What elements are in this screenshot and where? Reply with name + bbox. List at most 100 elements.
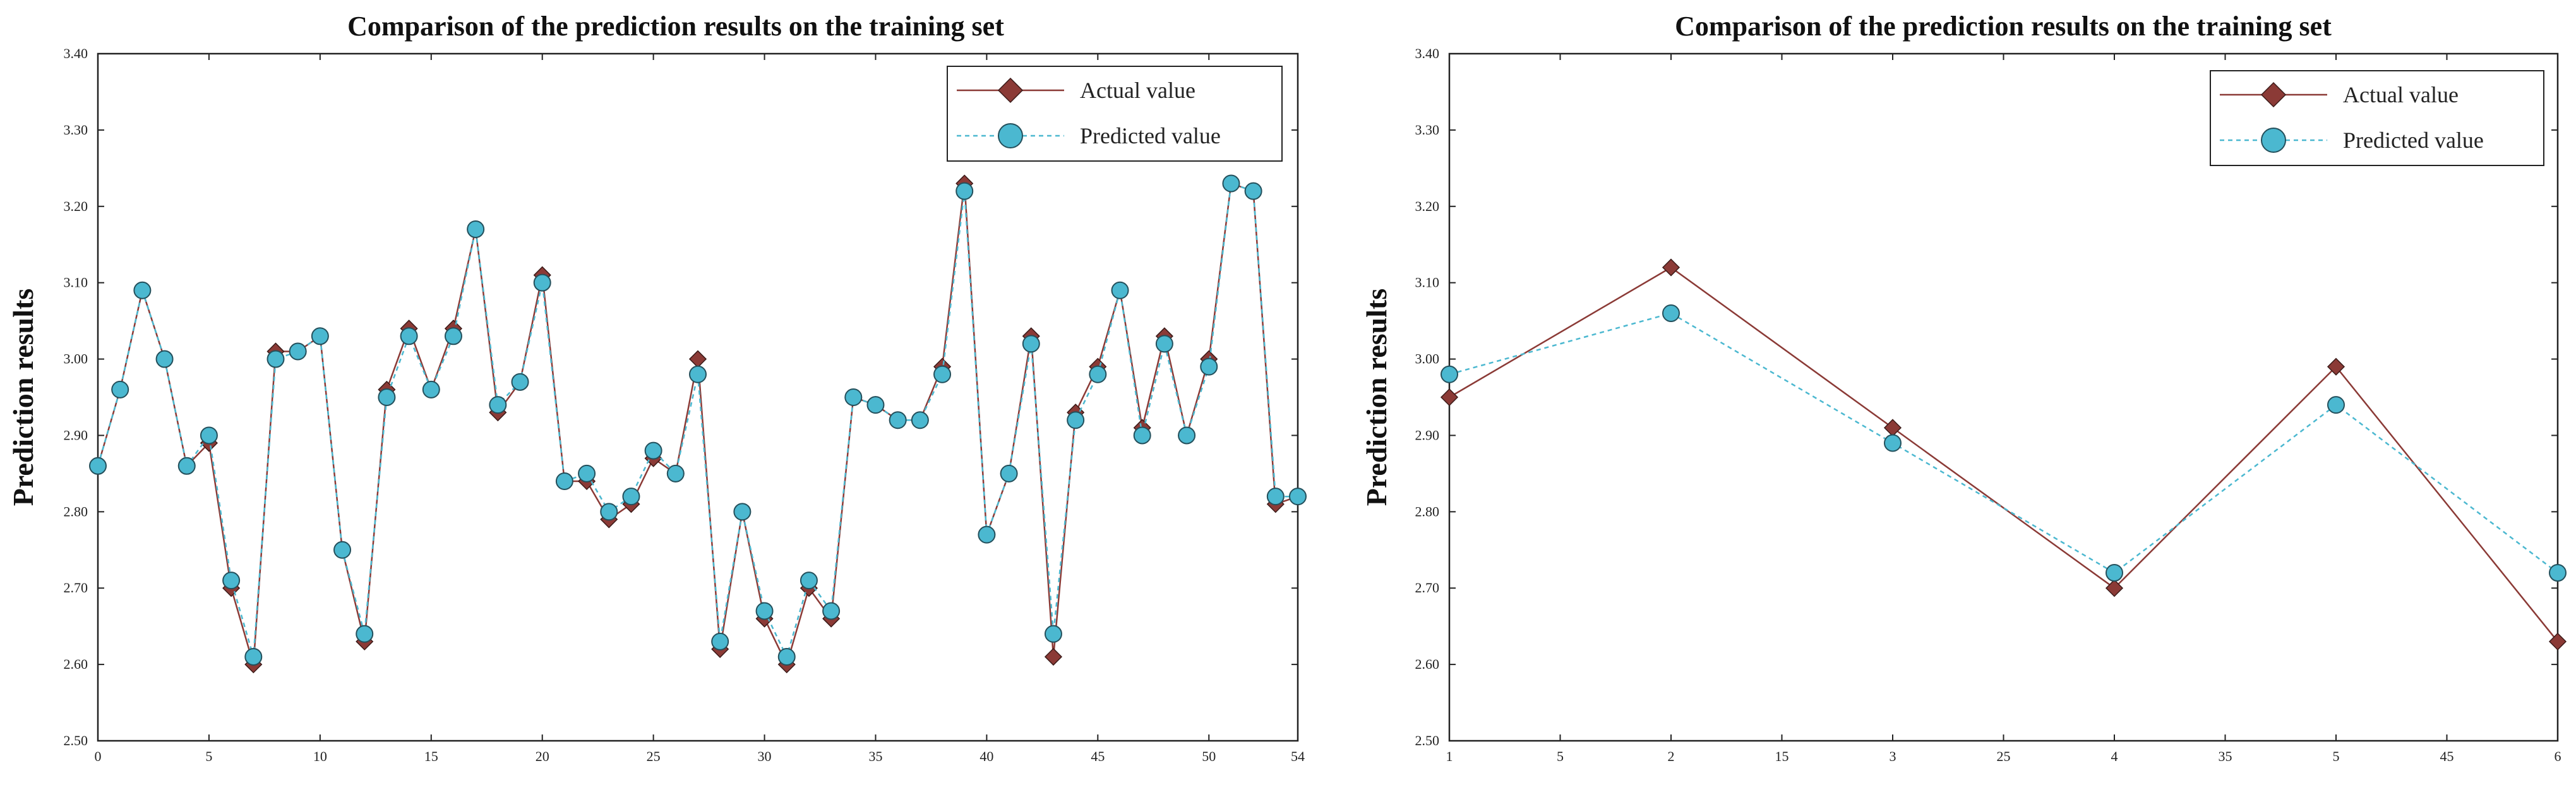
chart-panel-2: Comparison of the prediction results on … — [1360, 11, 2567, 764]
predicted-value-point — [444, 327, 462, 345]
predicted-value-point — [866, 396, 885, 414]
actual-value-point — [1662, 258, 1680, 277]
predicted-value-point — [844, 388, 863, 406]
y-axis-label: Prediction results — [1360, 289, 1393, 506]
x-tick-label: 2 — [1668, 748, 1675, 764]
x-tick-label: 45 — [2440, 748, 2454, 764]
series-line-predicted — [1449, 312, 2558, 574]
y-tick-label: 2.60 — [1415, 656, 1440, 672]
x-tick-label: 3 — [1890, 748, 1896, 764]
predicted-value-point — [1289, 488, 1307, 506]
x-tick-label: 35 — [2219, 748, 2232, 764]
predicted-value-point — [889, 411, 907, 429]
legend: Actual value Predicted value — [947, 66, 1283, 162]
actual-value-point — [2105, 579, 2124, 597]
x-tick-label: 40 — [979, 748, 993, 764]
chart-title: Comparison of the prediction results on … — [347, 11, 1004, 42]
y-tick-label: 2.70 — [1415, 580, 1440, 596]
x-tick-label: 15 — [1775, 748, 1789, 764]
predicted-value-point — [489, 396, 507, 414]
predicted-value-point — [600, 503, 618, 521]
x-tick-label: 30 — [758, 748, 772, 764]
actual-value-point — [1440, 388, 1459, 407]
legend: Actual value Predicted value — [2210, 70, 2544, 166]
predicted-value-point — [311, 327, 329, 345]
predicted-value-point — [111, 380, 129, 398]
predicted-value-point — [1022, 335, 1040, 353]
predicted-value-point — [511, 373, 529, 391]
x-tick-label: 5 — [1557, 748, 1564, 764]
predicted-value-point — [978, 525, 996, 544]
legend-label: Predicted value — [2343, 128, 2484, 153]
legend-label: Actual value — [1080, 78, 1195, 103]
predicted-value-point — [289, 342, 307, 361]
predicted-value-point — [356, 625, 374, 643]
predicted-value-point — [422, 380, 440, 398]
y-axis-label: Prediction results — [7, 289, 39, 506]
predicted-value-point — [467, 220, 485, 239]
x-tick-label: 15 — [424, 748, 438, 764]
predicted-value-point — [777, 648, 796, 666]
x-tick-label: 1 — [1446, 748, 1453, 764]
predicted-value-point — [1178, 426, 1196, 445]
actual-value-point — [2327, 357, 2345, 376]
predicted-value-point — [133, 281, 152, 299]
y-tick-label: 3.00 — [64, 351, 88, 367]
y-tick-label: 3.40 — [64, 45, 88, 61]
y-tick-label: 2.90 — [1415, 427, 1440, 443]
predicted-value-point — [800, 572, 818, 590]
predicted-value-point — [1089, 365, 1107, 383]
y-tick-label: 2.70 — [64, 580, 88, 596]
x-tick-label: 6 — [2555, 748, 2561, 764]
legend-marker-circle — [998, 123, 1023, 148]
legend-label: Actual value — [2343, 82, 2459, 107]
predicted-value-point — [222, 572, 241, 590]
predicted-value-point — [89, 457, 107, 475]
predicted-value-point — [733, 503, 752, 521]
y-tick-label: 2.50 — [64, 733, 88, 748]
x-tick-label: 54 — [1291, 748, 1305, 764]
y-tick-label: 3.40 — [1415, 45, 1440, 61]
y-tick-label: 2.90 — [64, 427, 88, 443]
legend-marker-diamond — [2260, 81, 2287, 108]
predicted-value-point — [666, 464, 685, 482]
predicted-value-point — [267, 350, 285, 368]
predicted-value-point — [400, 327, 418, 345]
series-line-actual — [1449, 267, 2558, 642]
y-tick-label: 3.30 — [1415, 122, 1440, 138]
predicted-value-point — [1884, 434, 1902, 452]
y-tick-label: 3.20 — [64, 198, 88, 214]
predicted-value-point — [644, 441, 662, 460]
y-tick-label: 2.60 — [64, 656, 88, 672]
y-tick-label: 2.80 — [64, 503, 88, 519]
y-tick-label: 3.00 — [1415, 351, 1440, 367]
predicted-value-point — [578, 464, 596, 482]
predicted-value-point — [933, 365, 952, 383]
y-tick-label: 3.10 — [1415, 275, 1440, 291]
y-tick-label: 3.30 — [64, 122, 88, 138]
predicted-value-point — [956, 182, 974, 200]
legend-marker-circle — [2261, 128, 2286, 153]
predicted-value-point — [2549, 564, 2567, 582]
predicted-value-point — [711, 632, 729, 650]
series-line-actual — [97, 182, 1298, 667]
y-tick-label: 3.10 — [64, 275, 88, 291]
x-tick-label: 5 — [205, 748, 212, 764]
predicted-value-point — [200, 426, 218, 445]
predicted-value-point — [1662, 304, 1680, 323]
predicted-value-point — [1067, 411, 1085, 429]
predicted-value-point — [177, 457, 196, 475]
predicted-value-point — [1222, 174, 1240, 193]
legend-label: Predicted value — [1080, 123, 1221, 148]
predicted-value-point — [1244, 182, 1262, 200]
predicted-value-point — [333, 541, 352, 559]
x-tick-label: 25 — [1997, 748, 2011, 764]
predicted-value-point — [2327, 396, 2345, 414]
predicted-value-point — [1111, 281, 1129, 299]
x-tick-label: 5 — [2333, 748, 2340, 764]
x-tick-label: 35 — [868, 748, 882, 764]
y-tick-label: 3.20 — [1415, 198, 1440, 214]
predicted-value-point — [1266, 488, 1285, 506]
predicted-value-point — [622, 488, 640, 506]
